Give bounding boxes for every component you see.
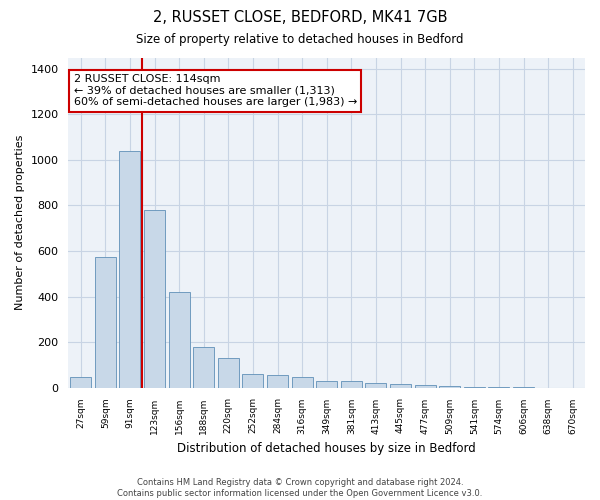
Bar [95, 256, 116, 388]
Bar [316, 380, 337, 388]
Bar [218, 358, 239, 388]
Bar [439, 386, 460, 388]
Bar [267, 375, 288, 388]
Text: Contains HM Land Registry data © Crown copyright and database right 2024.
Contai: Contains HM Land Registry data © Crown c… [118, 478, 482, 498]
Bar [119, 151, 140, 388]
Bar [464, 387, 485, 388]
Text: 2 RUSSET CLOSE: 114sqm
← 39% of detached houses are smaller (1,313)
60% of semi-: 2 RUSSET CLOSE: 114sqm ← 39% of detached… [74, 74, 357, 107]
Text: 2, RUSSET CLOSE, BEDFORD, MK41 7GB: 2, RUSSET CLOSE, BEDFORD, MK41 7GB [153, 10, 447, 25]
Bar [144, 210, 165, 388]
Bar [341, 382, 362, 388]
Bar [242, 374, 263, 388]
Bar [169, 292, 190, 388]
Bar [365, 383, 386, 388]
Bar [193, 346, 214, 388]
X-axis label: Distribution of detached houses by size in Bedford: Distribution of detached houses by size … [178, 442, 476, 455]
Bar [415, 386, 436, 388]
Y-axis label: Number of detached properties: Number of detached properties [15, 135, 25, 310]
Text: Size of property relative to detached houses in Bedford: Size of property relative to detached ho… [136, 32, 464, 46]
Bar [70, 378, 91, 388]
Bar [292, 378, 313, 388]
Bar [390, 384, 411, 388]
